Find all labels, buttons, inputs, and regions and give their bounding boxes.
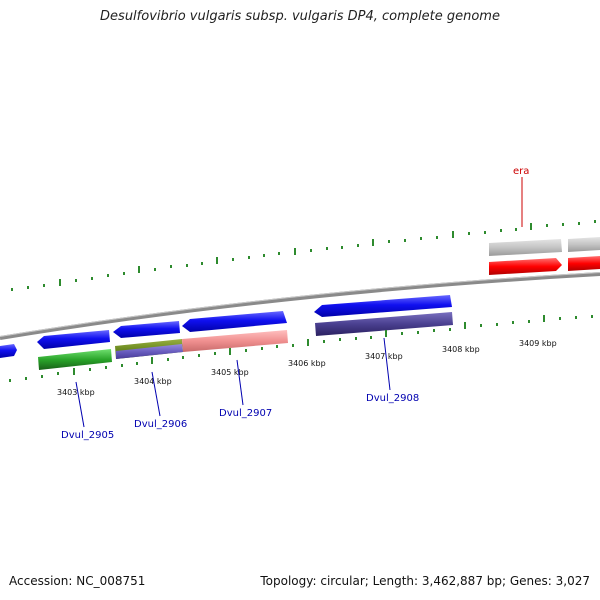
kbp-label: 3403 kbp bbox=[57, 388, 95, 397]
cds-dvul-2905 bbox=[0, 344, 17, 358]
kbp-label: 3404 kbp bbox=[134, 377, 172, 386]
lower-tick-row bbox=[9, 315, 593, 382]
gene-label-dvul-2907: Dvul_2907 bbox=[219, 408, 272, 419]
accession-text: Accession: NC_008751 bbox=[9, 574, 146, 588]
kbp-label: 3407 kbp bbox=[365, 352, 403, 361]
cds-features-top[interactable] bbox=[0, 295, 452, 358]
kbp-label: 3409 kbp bbox=[519, 339, 557, 348]
cds-dvul-2905 bbox=[37, 330, 110, 349]
kbp-label: 3408 kbp bbox=[442, 345, 480, 354]
gene-label-dvul-2906: Dvul_2906 bbox=[134, 419, 187, 430]
gene-label-dvul-2908: Dvul_2908 bbox=[366, 393, 419, 404]
map-title: Desulfovibrio vulgaris subsp. vulgaris D… bbox=[100, 9, 500, 24]
gene-label-leaders bbox=[75, 177, 523, 428]
cds-dvul-2907 bbox=[182, 311, 287, 332]
era-gene[interactable] bbox=[489, 237, 600, 275]
cds-dvul-2908 bbox=[314, 295, 452, 317]
gene-labels: Dvul_2905 Dvul_2906 Dvul_2907 Dvul_2908 … bbox=[61, 166, 529, 441]
genome-backbone bbox=[0, 272, 600, 340]
gene-label-era: era bbox=[513, 166, 529, 177]
gene-label-dvul-2905: Dvul_2905 bbox=[61, 430, 114, 441]
kbp-label: 3405 kbp bbox=[211, 368, 249, 377]
genome-summary-text: Topology: circular; Length: 3,462,887 bp… bbox=[260, 574, 590, 588]
cds-dvul-2906 bbox=[113, 321, 180, 338]
kbp-scale-labels: 3403 kbp 3404 kbp 3405 kbp 3406 kbp 3407… bbox=[57, 339, 557, 397]
cog-features-bottom[interactable] bbox=[38, 312, 453, 370]
upper-tick-row bbox=[11, 220, 596, 291]
kbp-label: 3406 kbp bbox=[288, 359, 326, 368]
